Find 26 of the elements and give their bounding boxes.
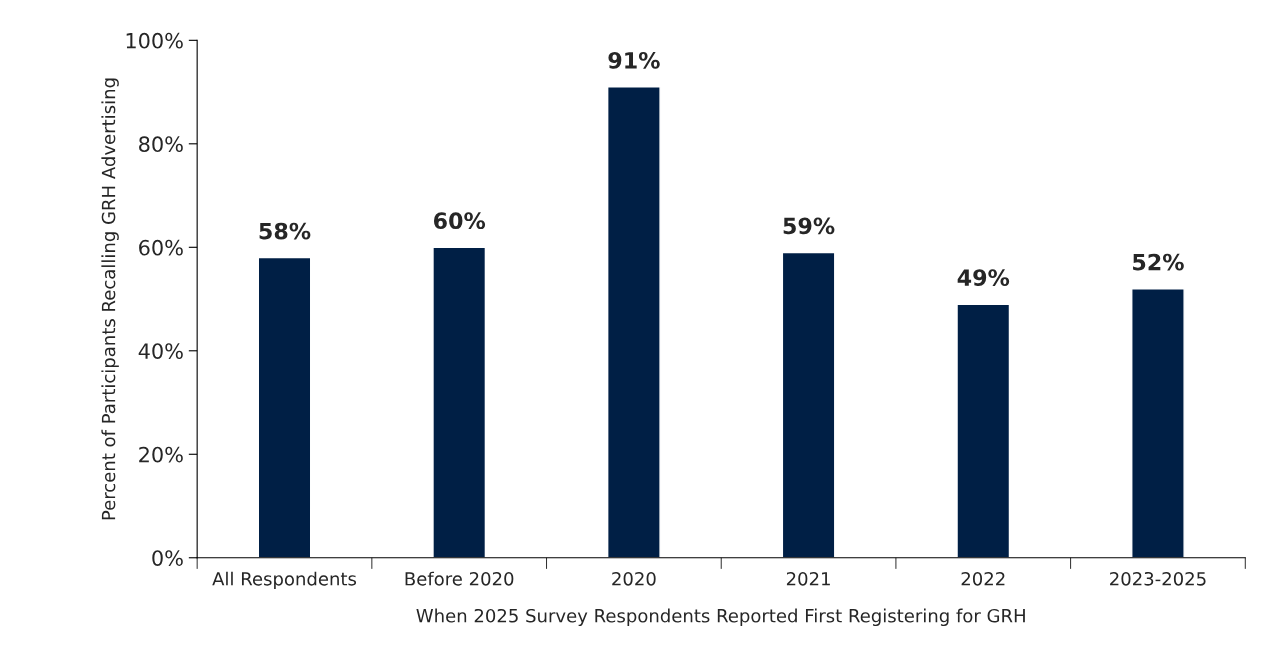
y-tick-label: 20% <box>139 446 183 463</box>
data-label: 49% <box>957 269 1010 287</box>
x-tick-label: Before 2020 <box>405 571 514 586</box>
bar <box>257 256 312 558</box>
bar <box>1131 287 1185 558</box>
data-label: 52% <box>1133 253 1184 271</box>
data-label: 59% <box>783 217 835 235</box>
x-axis-title: When 2025 Survey Respondents Reported First Registering for GRH <box>416 608 1025 627</box>
bar <box>606 86 661 558</box>
y-tick-label: 40% <box>138 343 183 359</box>
x-tick-label: 2020 <box>612 571 656 586</box>
x-tick-label: 2021 <box>786 571 830 586</box>
y-tick-label: 0% <box>152 550 183 566</box>
y-axis-title: Percent of Participants Recalling GRH Advertising <box>101 78 119 520</box>
y-tick-label: 60% <box>139 239 183 256</box>
bar <box>432 246 487 558</box>
data-label: 58% <box>259 222 311 240</box>
data-label: 60% <box>433 212 486 230</box>
data-label: 91% <box>608 51 660 69</box>
x-tick-label: 2023-2025 <box>1110 571 1206 586</box>
y-tick-label: 80% <box>139 136 183 153</box>
x-tick-label: 2022 <box>961 571 1005 586</box>
bar <box>781 251 836 558</box>
bar <box>956 303 1011 558</box>
x-tick-label: All Respondents <box>212 571 357 590</box>
y-tick-label: 100% <box>126 32 183 49</box>
